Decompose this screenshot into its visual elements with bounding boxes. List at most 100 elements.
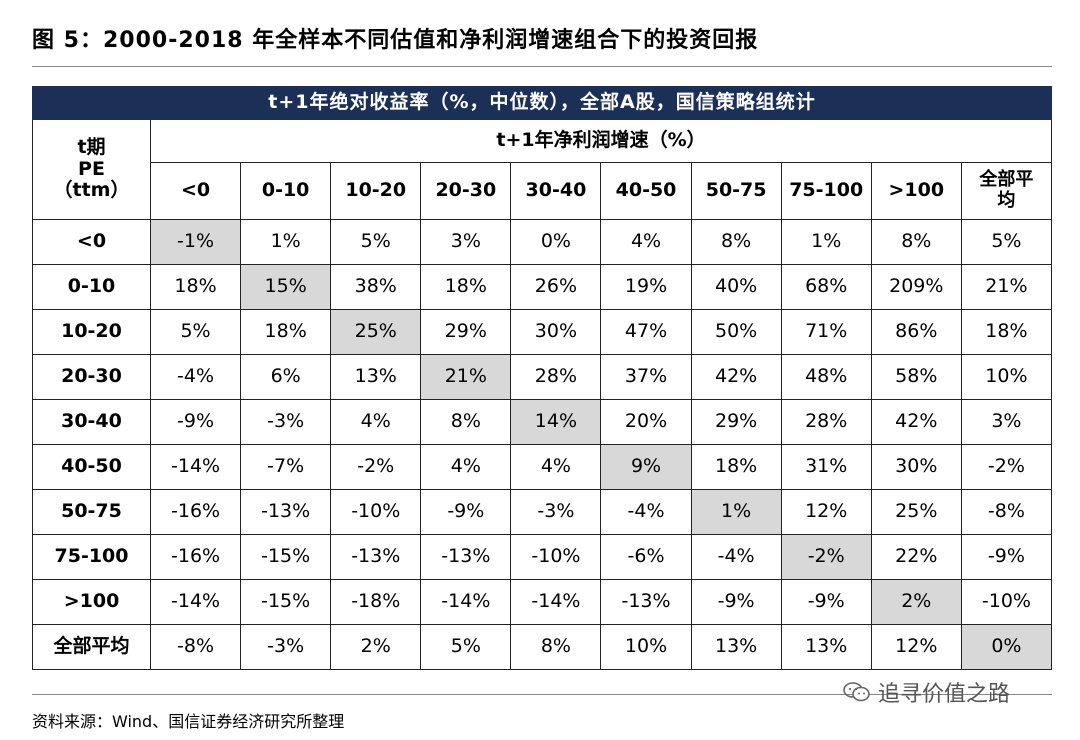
table-cell: -14% [420, 579, 512, 625]
diagonal-cell: 25% [330, 309, 422, 355]
table-cell: 18% [240, 309, 332, 355]
table-cell: 42% [870, 399, 962, 445]
table-row: 50-75 -16% -13% -10% -9% -3% -4% 1% 12% 25% -8% [32, 489, 1053, 535]
table-banner-row: t+1年绝对收益率（%，中位数），全部A股，国信策略组统计 [32, 86, 1052, 120]
table-cell: -13% [330, 534, 422, 580]
table-cell: -9% [149, 399, 242, 445]
table-cell: 26% [510, 264, 602, 310]
bottom-divider [32, 694, 1052, 695]
table-cell: 5% [960, 219, 1053, 265]
table-row: 30-40 -9% -3% 4% 8% 14% 20% 29% 28% 42% 3% [32, 399, 1053, 445]
table-cell: -3% [510, 489, 602, 535]
row-header: <0 [32, 219, 151, 265]
column-header: 40-50 [600, 162, 692, 220]
table-cell: 28% [510, 354, 602, 400]
diagonal-cell: 1% [690, 489, 782, 535]
column-header: >100 [870, 162, 962, 220]
table-cell: 18% [690, 444, 782, 490]
table-cell: 3% [420, 219, 512, 265]
table-cell: -13% [240, 489, 332, 535]
column-header: 50-75 [690, 162, 782, 220]
table-cell: 12% [780, 489, 872, 535]
table-cell: 12% [870, 624, 962, 670]
table-cell: -9% [960, 534, 1053, 580]
corner-label: t期 PE （ttm） [32, 119, 151, 220]
table-cell: 20% [600, 399, 692, 445]
table-cell: -3% [240, 624, 332, 670]
table-row: 75-100 -16% -15% -13% -13% -10% -6% -4% -2% 22% -9… [32, 534, 1053, 580]
table-row: 0-10 18% 15% 38% 18% 26% 19% 40% 68% 209% 21% [32, 264, 1053, 310]
table-body: <0 -1% 1% 5% 3% 0% 4% 8% 1% 8% 5% 0-10 18% 15% 38% 18% 2… [32, 219, 1053, 670]
table-cell: 18% [420, 264, 512, 310]
table-cell: 8% [420, 399, 512, 445]
table-cell: 8% [690, 219, 782, 265]
table-cell: 13% [330, 354, 422, 400]
table-cell: 42% [690, 354, 782, 400]
table-cell: 18% [149, 264, 242, 310]
table-cell: 2% [330, 624, 422, 670]
table-cell: -4% [690, 534, 782, 580]
table-cell: -13% [600, 579, 692, 625]
returns-table: t+1年绝对收益率（%，中位数），全部A股，国信策略组统计 t期 PE （ttm… [32, 86, 1053, 670]
top-divider [32, 66, 1052, 67]
table-cell: 21% [960, 264, 1053, 310]
table-cell: 18% [960, 309, 1053, 355]
table-row: >100 -14% -15% -18% -14% -14% -13% -9% -9% 2% -10% [32, 579, 1053, 625]
table-row: <0 -1% 1% 5% 3% 0% 4% 8% 1% 8% 5% [32, 219, 1053, 265]
diagonal-cell: 9% [600, 444, 692, 490]
figure-title: 图 5：2000-2018 年全样本不同估值和净利润增速组合下的投资回报 [32, 28, 759, 53]
table-cell: -9% [780, 579, 872, 625]
table-cell: 1% [240, 219, 332, 265]
row-header: 50-75 [32, 489, 151, 535]
table-cell: 4% [330, 399, 422, 445]
diagonal-cell: 2% [870, 579, 962, 625]
table-cell: 5% [149, 309, 242, 355]
diagonal-cell: 15% [240, 264, 332, 310]
table-cell: 31% [780, 444, 872, 490]
table-cell: -15% [240, 579, 332, 625]
watermark: 追寻价值之路 [842, 676, 1010, 708]
table-cell: -10% [960, 579, 1053, 625]
table-cell: -2% [330, 444, 422, 490]
table-cell: 48% [780, 354, 872, 400]
table-cell: -8% [960, 489, 1053, 535]
corner-label-line: t期 [77, 135, 106, 158]
table-cell: 13% [780, 624, 872, 670]
table-cell: -10% [510, 534, 602, 580]
table-cell: -16% [149, 534, 242, 580]
watermark-text: 追寻价值之路 [878, 682, 1011, 707]
table-cell: -14% [510, 579, 602, 625]
column-header: 20-30 [420, 162, 512, 220]
table-cell: -6% [600, 534, 692, 580]
column-header: 30-40 [510, 162, 602, 220]
table-cell: -7% [240, 444, 332, 490]
table-cell: 68% [780, 264, 872, 310]
column-header: 全部平均 [960, 162, 1053, 220]
table-cell: 19% [600, 264, 692, 310]
row-header: 40-50 [32, 444, 151, 490]
table-banner: t+1年绝对收益率（%，中位数），全部A股，国信策略组统计 [32, 86, 1052, 120]
wechat-icon [843, 682, 870, 702]
table-cell: -9% [690, 579, 782, 625]
table-cell: 30% [510, 309, 602, 355]
source-note: 资料来源：Wind、国信证券经济研究所整理 [32, 712, 345, 731]
table-cell: -4% [600, 489, 692, 535]
table-cell: -16% [149, 489, 242, 535]
column-header-row: <0 0-10 10-20 20-30 30-40 40-50 50-75 75-100 >10… [33, 162, 1053, 220]
table-cell: 29% [690, 399, 782, 445]
row-header: 0-10 [32, 264, 151, 310]
table-row: 10-20 5% 18% 25% 29% 30% 47% 50% 71% 86% 18% [32, 309, 1053, 355]
table-cell: 10% [600, 624, 692, 670]
diagonal-cell: -2% [780, 534, 872, 580]
table-cell: 86% [870, 309, 962, 355]
row-header: 10-20 [32, 309, 151, 355]
table-cell: -13% [420, 534, 512, 580]
table-cell: 4% [600, 219, 692, 265]
table-cell: 22% [870, 534, 962, 580]
table-cell: -3% [240, 399, 332, 445]
table-row: 全部平均 -8% -3% 2% 5% 8% 10% 13% 13% 12% 0% [32, 624, 1053, 670]
table-cell: 13% [690, 624, 782, 670]
column-header: 75-100 [780, 162, 872, 220]
table-cell: 4% [420, 444, 512, 490]
table-cell: 38% [330, 264, 422, 310]
